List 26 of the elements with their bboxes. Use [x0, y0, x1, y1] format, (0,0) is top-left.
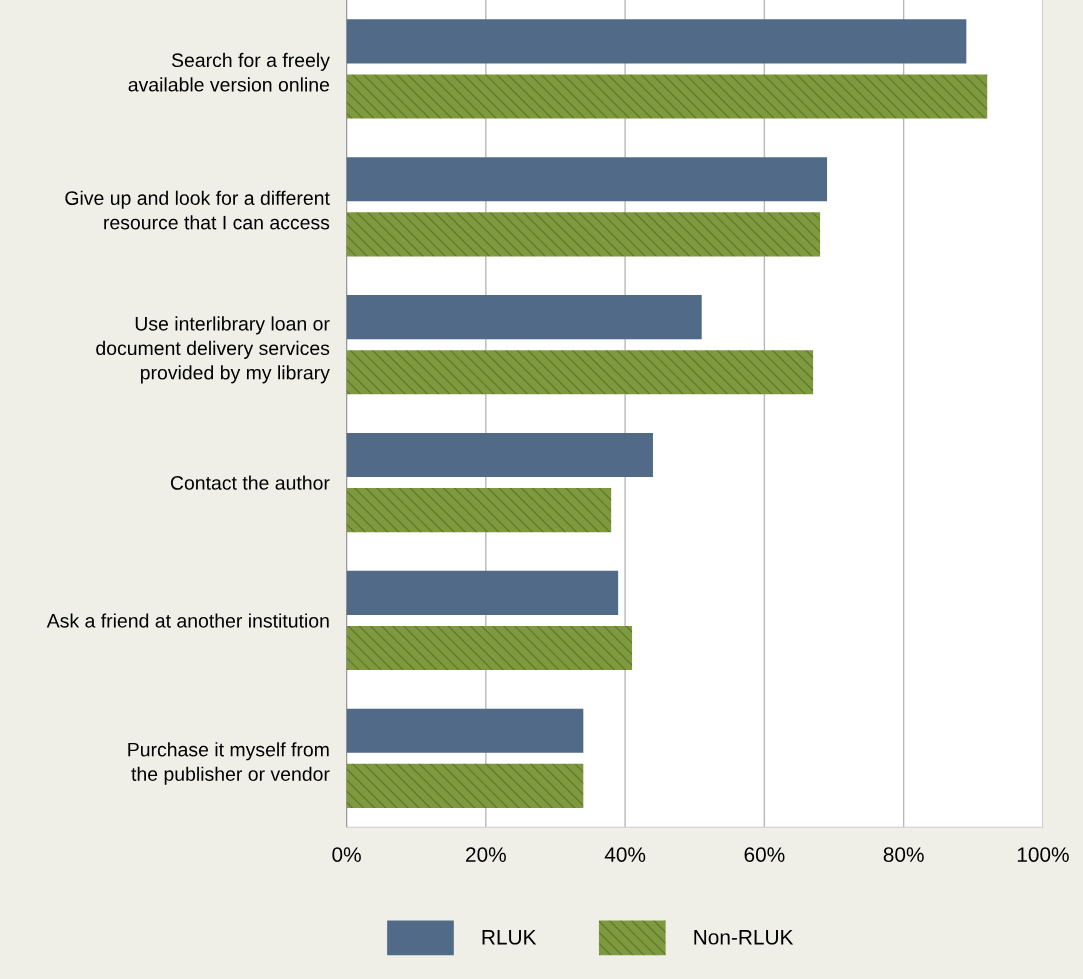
y-tick-label: Use interlibrary loan or document delivery services provided by my library: [96, 316, 330, 384]
bar: [346, 19, 967, 64]
x-tick-label: 60%: [744, 847, 785, 862]
bar: [346, 295, 702, 340]
x-tick-label: 80%: [883, 847, 924, 862]
legend-label: Non-RLUK: [694, 930, 794, 945]
bar: [346, 763, 584, 808]
bar: [346, 432, 653, 478]
bar: [346, 708, 584, 753]
bar: [346, 157, 828, 202]
y-tick-label: Ask a friend at another institution: [46, 613, 329, 628]
y-tick-label: Contact the author: [170, 475, 330, 490]
bar: [346, 74, 988, 119]
legend-label: RLUK: [482, 930, 537, 945]
bar: [346, 350, 814, 395]
y-tick-label: Purchase it myself from the publisher or vendor: [128, 742, 330, 785]
y-tick-label: Search for a freely available version online: [128, 52, 330, 92]
bar: [346, 212, 821, 257]
x-tick-label: 20%: [466, 847, 506, 862]
x-tick-label: 100%: [1017, 847, 1069, 862]
bar: [346, 488, 612, 533]
x-tick-label: 0%: [332, 847, 361, 862]
x-tick-label: 40%: [604, 847, 646, 862]
bar: [346, 570, 619, 615]
bar: [346, 625, 633, 671]
y-tick-label: Give up and look for a different resource that I can access: [65, 190, 330, 230]
